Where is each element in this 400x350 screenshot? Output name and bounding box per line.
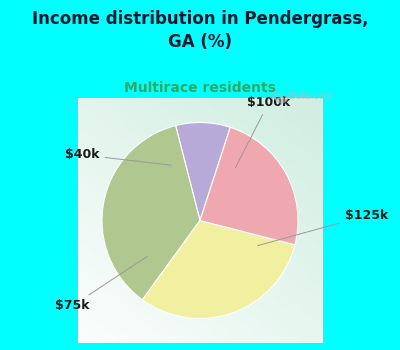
Text: $75k: $75k <box>55 256 148 312</box>
Text: $40k: $40k <box>65 148 171 165</box>
Text: Multirace residents: Multirace residents <box>124 80 276 94</box>
Wedge shape <box>200 127 298 245</box>
Wedge shape <box>142 220 295 318</box>
Text: City-Data.com: City-Data.com <box>269 92 333 100</box>
Wedge shape <box>176 122 230 220</box>
Circle shape <box>274 89 288 103</box>
Text: $125k: $125k <box>258 209 388 246</box>
Wedge shape <box>102 126 200 300</box>
Text: $100k: $100k <box>236 96 290 168</box>
Text: Income distribution in Pendergrass,
GA (%): Income distribution in Pendergrass, GA (… <box>32 10 368 51</box>
